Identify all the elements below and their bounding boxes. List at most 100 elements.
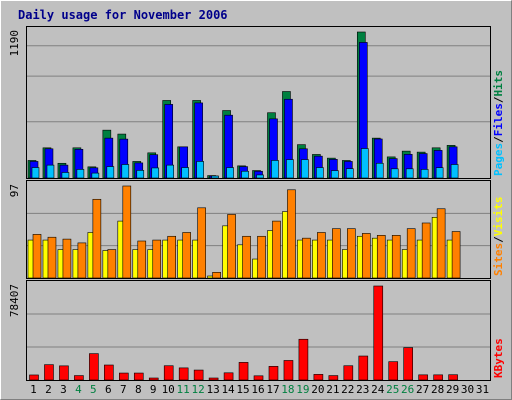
day-label-10: 10 bbox=[162, 383, 175, 396]
bar-kbytes-day-2 bbox=[44, 364, 54, 381]
bar-pages-day-22 bbox=[346, 168, 354, 179]
bar-kbytes-day-7 bbox=[119, 372, 129, 381]
bar-sites-day-27 bbox=[421, 222, 431, 279]
bar-pages-day-2 bbox=[46, 164, 55, 179]
bar-sites-day-26 bbox=[406, 228, 416, 279]
bar-pages-day-10 bbox=[166, 164, 175, 179]
bar-pages-day-19 bbox=[301, 159, 309, 179]
day-label-1: 1 bbox=[30, 383, 37, 396]
bar-kbytes-day-22 bbox=[343, 365, 354, 381]
day-label-23: 23 bbox=[356, 383, 369, 396]
legend-kbytes: KBytes bbox=[492, 338, 505, 378]
bar-sites-day-3 bbox=[62, 238, 72, 279]
day-label-19: 19 bbox=[296, 383, 309, 396]
plot-area-kbytes bbox=[26, 280, 491, 381]
day-label-21: 21 bbox=[326, 383, 339, 396]
bar-sites-day-16 bbox=[257, 235, 266, 279]
y-max-label-visits-sites: 97 bbox=[8, 184, 21, 197]
bar-kbytes-day-4 bbox=[74, 375, 84, 381]
bar-pages-day-23 bbox=[360, 148, 369, 179]
bar-kbytes-day-5 bbox=[89, 353, 99, 381]
bar-kbytes-day-20 bbox=[313, 374, 324, 381]
bar-sites-day-7 bbox=[122, 185, 132, 279]
bar-pages-day-11 bbox=[181, 167, 189, 179]
day-label-9: 9 bbox=[150, 383, 157, 396]
bar-pages-day-1 bbox=[31, 167, 40, 179]
bar-pages-day-12 bbox=[196, 161, 204, 179]
day-label-29: 29 bbox=[446, 383, 459, 396]
bar-pages-day-29 bbox=[450, 164, 459, 179]
day-label-3: 3 bbox=[60, 383, 67, 396]
bar-sites-day-13 bbox=[212, 272, 221, 279]
day-label-18: 18 bbox=[281, 383, 294, 396]
day-label-28: 28 bbox=[431, 383, 444, 396]
bar-pages-day-16 bbox=[256, 174, 264, 179]
day-label-7: 7 bbox=[120, 383, 127, 396]
bar-kbytes-day-14 bbox=[223, 372, 234, 381]
day-label-2: 2 bbox=[45, 383, 52, 396]
bar-sites-day-9 bbox=[152, 239, 162, 279]
day-label-4: 4 bbox=[75, 383, 82, 396]
bar-sites-day-8 bbox=[137, 240, 147, 279]
bar-sites-day-11 bbox=[182, 232, 191, 279]
day-label-6: 6 bbox=[105, 383, 112, 396]
bar-sites-day-1 bbox=[32, 234, 42, 279]
bar-pages-day-26 bbox=[405, 168, 414, 179]
bar-pages-day-5 bbox=[91, 172, 100, 179]
bar-kbytes-day-23 bbox=[358, 355, 369, 381]
bar-pages-day-21 bbox=[331, 170, 339, 179]
legend-entry: / bbox=[492, 96, 505, 103]
day-label-31: 31 bbox=[476, 383, 489, 396]
bar-kbytes-day-18 bbox=[283, 360, 294, 381]
day-label-15: 15 bbox=[236, 383, 249, 396]
day-label-11: 11 bbox=[177, 383, 190, 396]
bar-kbytes-day-16 bbox=[253, 375, 264, 381]
bar-sites-day-15 bbox=[242, 235, 251, 279]
bar-sites-day-5 bbox=[92, 198, 102, 279]
bar-pages-day-15 bbox=[241, 170, 249, 179]
bar-kbytes-day-1 bbox=[29, 374, 39, 381]
day-label-22: 22 bbox=[341, 383, 354, 396]
y-max-label-kbytes: 78407 bbox=[8, 284, 21, 317]
day-labels: 1 2 3 4 5 6 7 8 9 10 11 12 13 14 15 16 17 18 19 20 21 22 23 24 2… bbox=[30, 383, 489, 396]
bar-pages-day-24 bbox=[375, 162, 384, 179]
bar-pages-day-4 bbox=[76, 169, 85, 179]
day-label-13: 13 bbox=[206, 383, 219, 396]
bar-sites-day-6 bbox=[107, 249, 117, 279]
day-label-24: 24 bbox=[371, 383, 385, 396]
bar-sites-day-14 bbox=[227, 214, 236, 279]
panel-visits-sites: 97 Sites/Visits bbox=[8, 180, 505, 279]
day-label-20: 20 bbox=[311, 383, 324, 396]
legend-entry: Hits bbox=[492, 70, 505, 97]
bar-sites-day-25 bbox=[391, 235, 401, 279]
day-label-30: 30 bbox=[461, 383, 474, 396]
bar-kbytes-day-29 bbox=[448, 374, 458, 381]
bar-pages-day-3 bbox=[61, 172, 70, 179]
legend-entry: / bbox=[492, 236, 505, 243]
bar-pages-day-17 bbox=[271, 160, 279, 179]
bar-pages-day-20 bbox=[316, 167, 324, 179]
bar-sites-day-18 bbox=[287, 189, 296, 279]
bar-pages-day-25 bbox=[390, 168, 399, 179]
bar-kbytes-day-6 bbox=[104, 364, 114, 381]
chart-title: Daily usage for November 2006 bbox=[18, 8, 228, 22]
bar-sites-day-4 bbox=[77, 242, 87, 279]
bar-pages-day-28 bbox=[435, 167, 444, 179]
bar-sites-day-10 bbox=[167, 235, 177, 279]
bar-sites-day-20 bbox=[317, 232, 326, 279]
bar-sites-day-17 bbox=[272, 220, 281, 279]
bar-sites-day-19 bbox=[302, 237, 311, 279]
bar-kbytes-day-3 bbox=[59, 365, 69, 381]
bar-kbytes-day-28 bbox=[433, 374, 443, 381]
bar-pages-day-18 bbox=[286, 159, 294, 179]
bar-pages-day-27 bbox=[420, 169, 429, 179]
bar-sites-day-24 bbox=[376, 235, 386, 279]
bar-pages-day-8 bbox=[136, 170, 145, 179]
legend-entry: Files bbox=[492, 103, 505, 136]
bar-sites-day-22 bbox=[347, 228, 356, 279]
y-max-label-hits-files-pages: 1190 bbox=[8, 30, 21, 57]
